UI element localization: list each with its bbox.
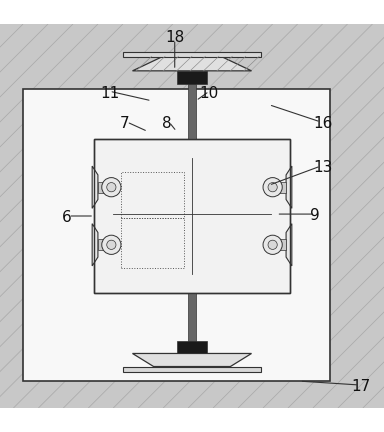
Circle shape (263, 235, 282, 254)
Text: 9: 9 (310, 209, 320, 223)
Text: 17: 17 (351, 379, 371, 394)
Bar (121, 172, 184, 218)
Bar (188, 293, 196, 341)
Bar (94, 139, 290, 293)
Polygon shape (132, 353, 252, 366)
Bar (275, 239, 286, 250)
Polygon shape (132, 56, 252, 71)
Text: 11: 11 (100, 86, 119, 101)
Circle shape (102, 178, 121, 197)
Circle shape (268, 183, 277, 192)
Bar (98, 182, 109, 193)
Bar (121, 218, 184, 268)
Polygon shape (286, 224, 292, 266)
Circle shape (268, 240, 277, 249)
Circle shape (102, 235, 121, 254)
Bar (275, 182, 286, 193)
Bar (123, 366, 261, 372)
Bar (177, 71, 207, 83)
Bar (177, 341, 207, 353)
Circle shape (107, 183, 116, 192)
Bar (98, 239, 109, 250)
Polygon shape (286, 166, 292, 208)
Bar (23, 89, 330, 381)
Text: 13: 13 (313, 161, 332, 175)
Bar (123, 52, 261, 57)
Text: 18: 18 (165, 30, 184, 45)
Text: 16: 16 (313, 116, 332, 131)
Polygon shape (92, 224, 98, 266)
Bar (94, 139, 290, 293)
Text: 7: 7 (120, 116, 130, 131)
Bar (188, 83, 196, 139)
Text: 10: 10 (200, 86, 219, 101)
Text: 6: 6 (62, 210, 72, 226)
Circle shape (263, 178, 282, 197)
Polygon shape (92, 166, 98, 208)
Circle shape (107, 240, 116, 249)
Text: 8: 8 (162, 116, 172, 131)
